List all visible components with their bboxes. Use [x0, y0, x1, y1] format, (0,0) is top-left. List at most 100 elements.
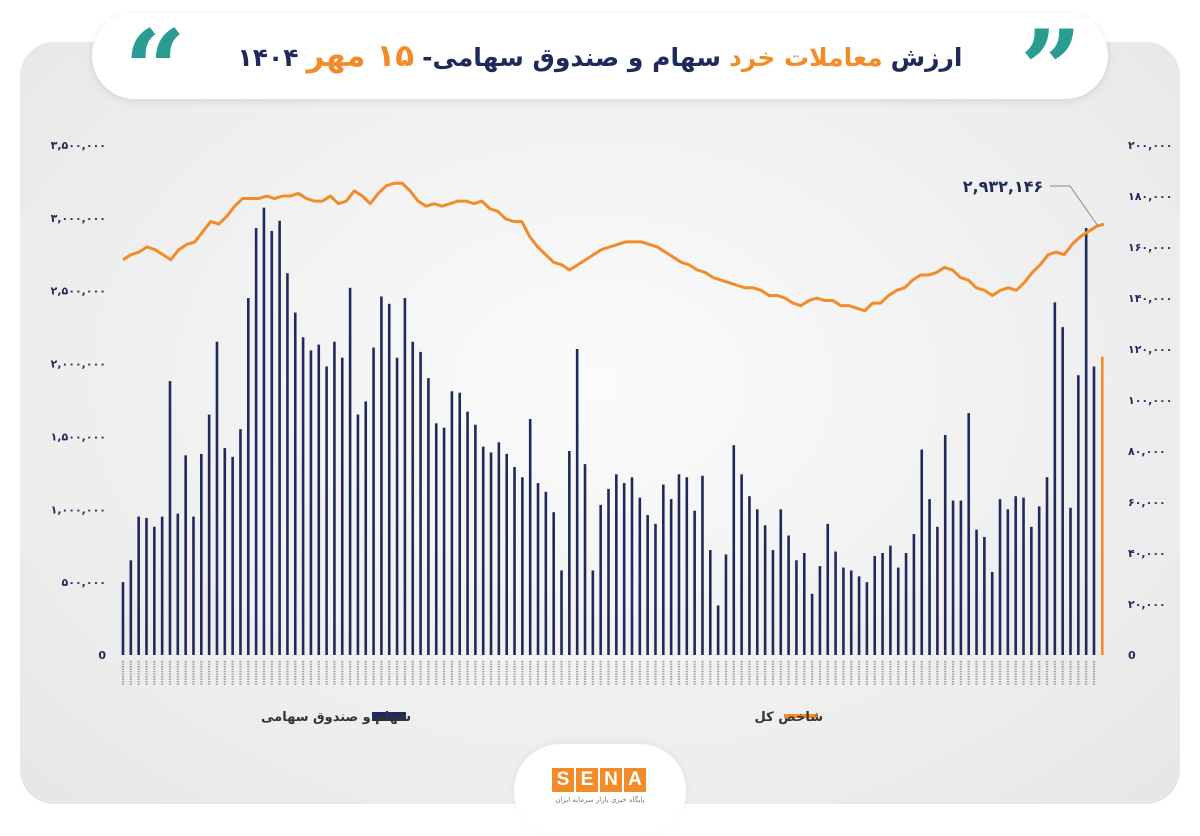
right-tick-label: ۱۴۰,۰۰۰ — [1128, 292, 1172, 305]
left-tick-label: ۲,۵۰۰,۰۰۰ — [51, 285, 106, 298]
title-banner: ارزش معاملات خرد سهام و صندوق سهامی- ۱۵ … — [92, 13, 1108, 99]
bar — [552, 512, 555, 655]
annotation: ۲,۹۳۲,۱۴۶ — [963, 177, 1099, 227]
bar — [1006, 509, 1010, 655]
title-part-5: ۱۴۰۴ — [237, 43, 299, 72]
bar — [575, 349, 579, 655]
bar — [990, 571, 994, 655]
bar — [568, 451, 571, 655]
bar — [834, 551, 837, 655]
bar — [442, 427, 446, 655]
bar — [975, 529, 978, 655]
bar — [787, 535, 790, 655]
bar — [607, 488, 610, 655]
bar — [364, 401, 368, 655]
bar — [755, 509, 759, 655]
bar — [638, 497, 642, 655]
bar — [231, 456, 234, 655]
bar — [771, 550, 775, 655]
logo-letter: A — [624, 768, 646, 792]
bar — [1101, 356, 1104, 655]
bar — [560, 570, 563, 655]
legend-swatch-line — [784, 714, 818, 718]
bar — [160, 516, 164, 655]
bar — [583, 464, 587, 655]
bar — [740, 474, 743, 655]
bar — [967, 413, 971, 655]
annotation-leader — [1050, 185, 1099, 227]
bar — [434, 423, 438, 655]
bar — [497, 442, 501, 655]
bar — [168, 381, 172, 655]
bar — [544, 491, 548, 655]
bar — [521, 477, 524, 655]
bar — [466, 411, 469, 655]
bar — [889, 545, 892, 655]
bar — [317, 344, 321, 655]
quote-open-icon: “ — [124, 7, 187, 133]
bar — [615, 474, 618, 655]
left-tick-label: ۲,۰۰۰,۰۰۰ — [51, 358, 106, 371]
legend-label-bar: سهام و صندوق سهامی — [261, 710, 411, 725]
bar — [709, 550, 712, 655]
title-part-4: ۱۵ مهر — [306, 38, 415, 74]
left-axis: 0 ۵۰۰,۰۰۰ ۱,۰۰۰,۰۰۰ ۱,۵۰۰,۰۰۰ ۲,۰۰۰,۰۰۰ ۲,۵۰۰… — [51, 139, 107, 662]
bar — [223, 448, 227, 655]
bar — [842, 567, 845, 655]
bar — [153, 526, 156, 655]
bar — [873, 555, 877, 655]
bar — [732, 445, 736, 655]
bar — [129, 560, 133, 655]
bar — [920, 449, 924, 655]
right-tick-label: ۲۰,۰۰۰ — [1128, 598, 1166, 611]
bar — [622, 483, 626, 655]
bar — [677, 474, 681, 655]
logo-tagline: پایگاه خبری بازار سرمایه ایران — [555, 796, 645, 804]
bar — [137, 516, 140, 655]
bar — [1045, 477, 1049, 655]
bar — [309, 350, 313, 655]
bar — [387, 303, 391, 655]
right-tick-label: ۶۰,۰۰۰ — [1128, 496, 1166, 509]
bar — [936, 526, 939, 655]
legend-label-line: شاخص کل — [755, 710, 823, 725]
bar — [145, 518, 148, 655]
bar — [951, 500, 955, 655]
bar — [372, 347, 375, 655]
bar — [528, 418, 532, 655]
bar — [591, 570, 595, 655]
right-tick-label: ۱۰۰,۰۰۰ — [1128, 394, 1172, 407]
bar-series — [121, 207, 1104, 685]
bar — [474, 424, 477, 655]
bar — [380, 296, 383, 655]
bar — [630, 477, 634, 655]
legend-swatch-bar — [372, 712, 406, 721]
bar — [693, 510, 696, 655]
bar — [239, 429, 242, 655]
bar — [278, 220, 281, 655]
bar — [427, 378, 430, 655]
bar — [481, 446, 485, 655]
bar — [724, 554, 728, 655]
bar — [184, 455, 187, 655]
bar — [904, 553, 908, 655]
bar — [403, 298, 407, 655]
right-tick-label: ۱۸۰,۰۰۰ — [1128, 190, 1172, 203]
bar — [1061, 327, 1064, 655]
left-tick-label: ۵۰۰,۰۰۰ — [62, 576, 106, 589]
bar — [270, 230, 274, 655]
bar — [1030, 526, 1033, 655]
bar — [356, 414, 360, 655]
bar — [262, 207, 266, 655]
right-axis: 0 ۲۰,۰۰۰ ۴۰,۰۰۰ ۶۰,۰۰۰ ۸۰,۰۰۰ ۱۰۰,۰۰۰ ۱۲۰,۰۰۰ ۱… — [1128, 139, 1172, 662]
bar — [865, 582, 869, 655]
bar — [826, 523, 830, 655]
right-tick-label: ۲۰۰,۰۰۰ — [1128, 139, 1172, 152]
bar — [293, 312, 297, 655]
bar — [802, 553, 806, 655]
bar — [340, 357, 344, 655]
quote-close-icon: ” — [1019, 7, 1082, 133]
left-tick-label: 0 — [98, 649, 106, 662]
bar — [1084, 228, 1088, 655]
